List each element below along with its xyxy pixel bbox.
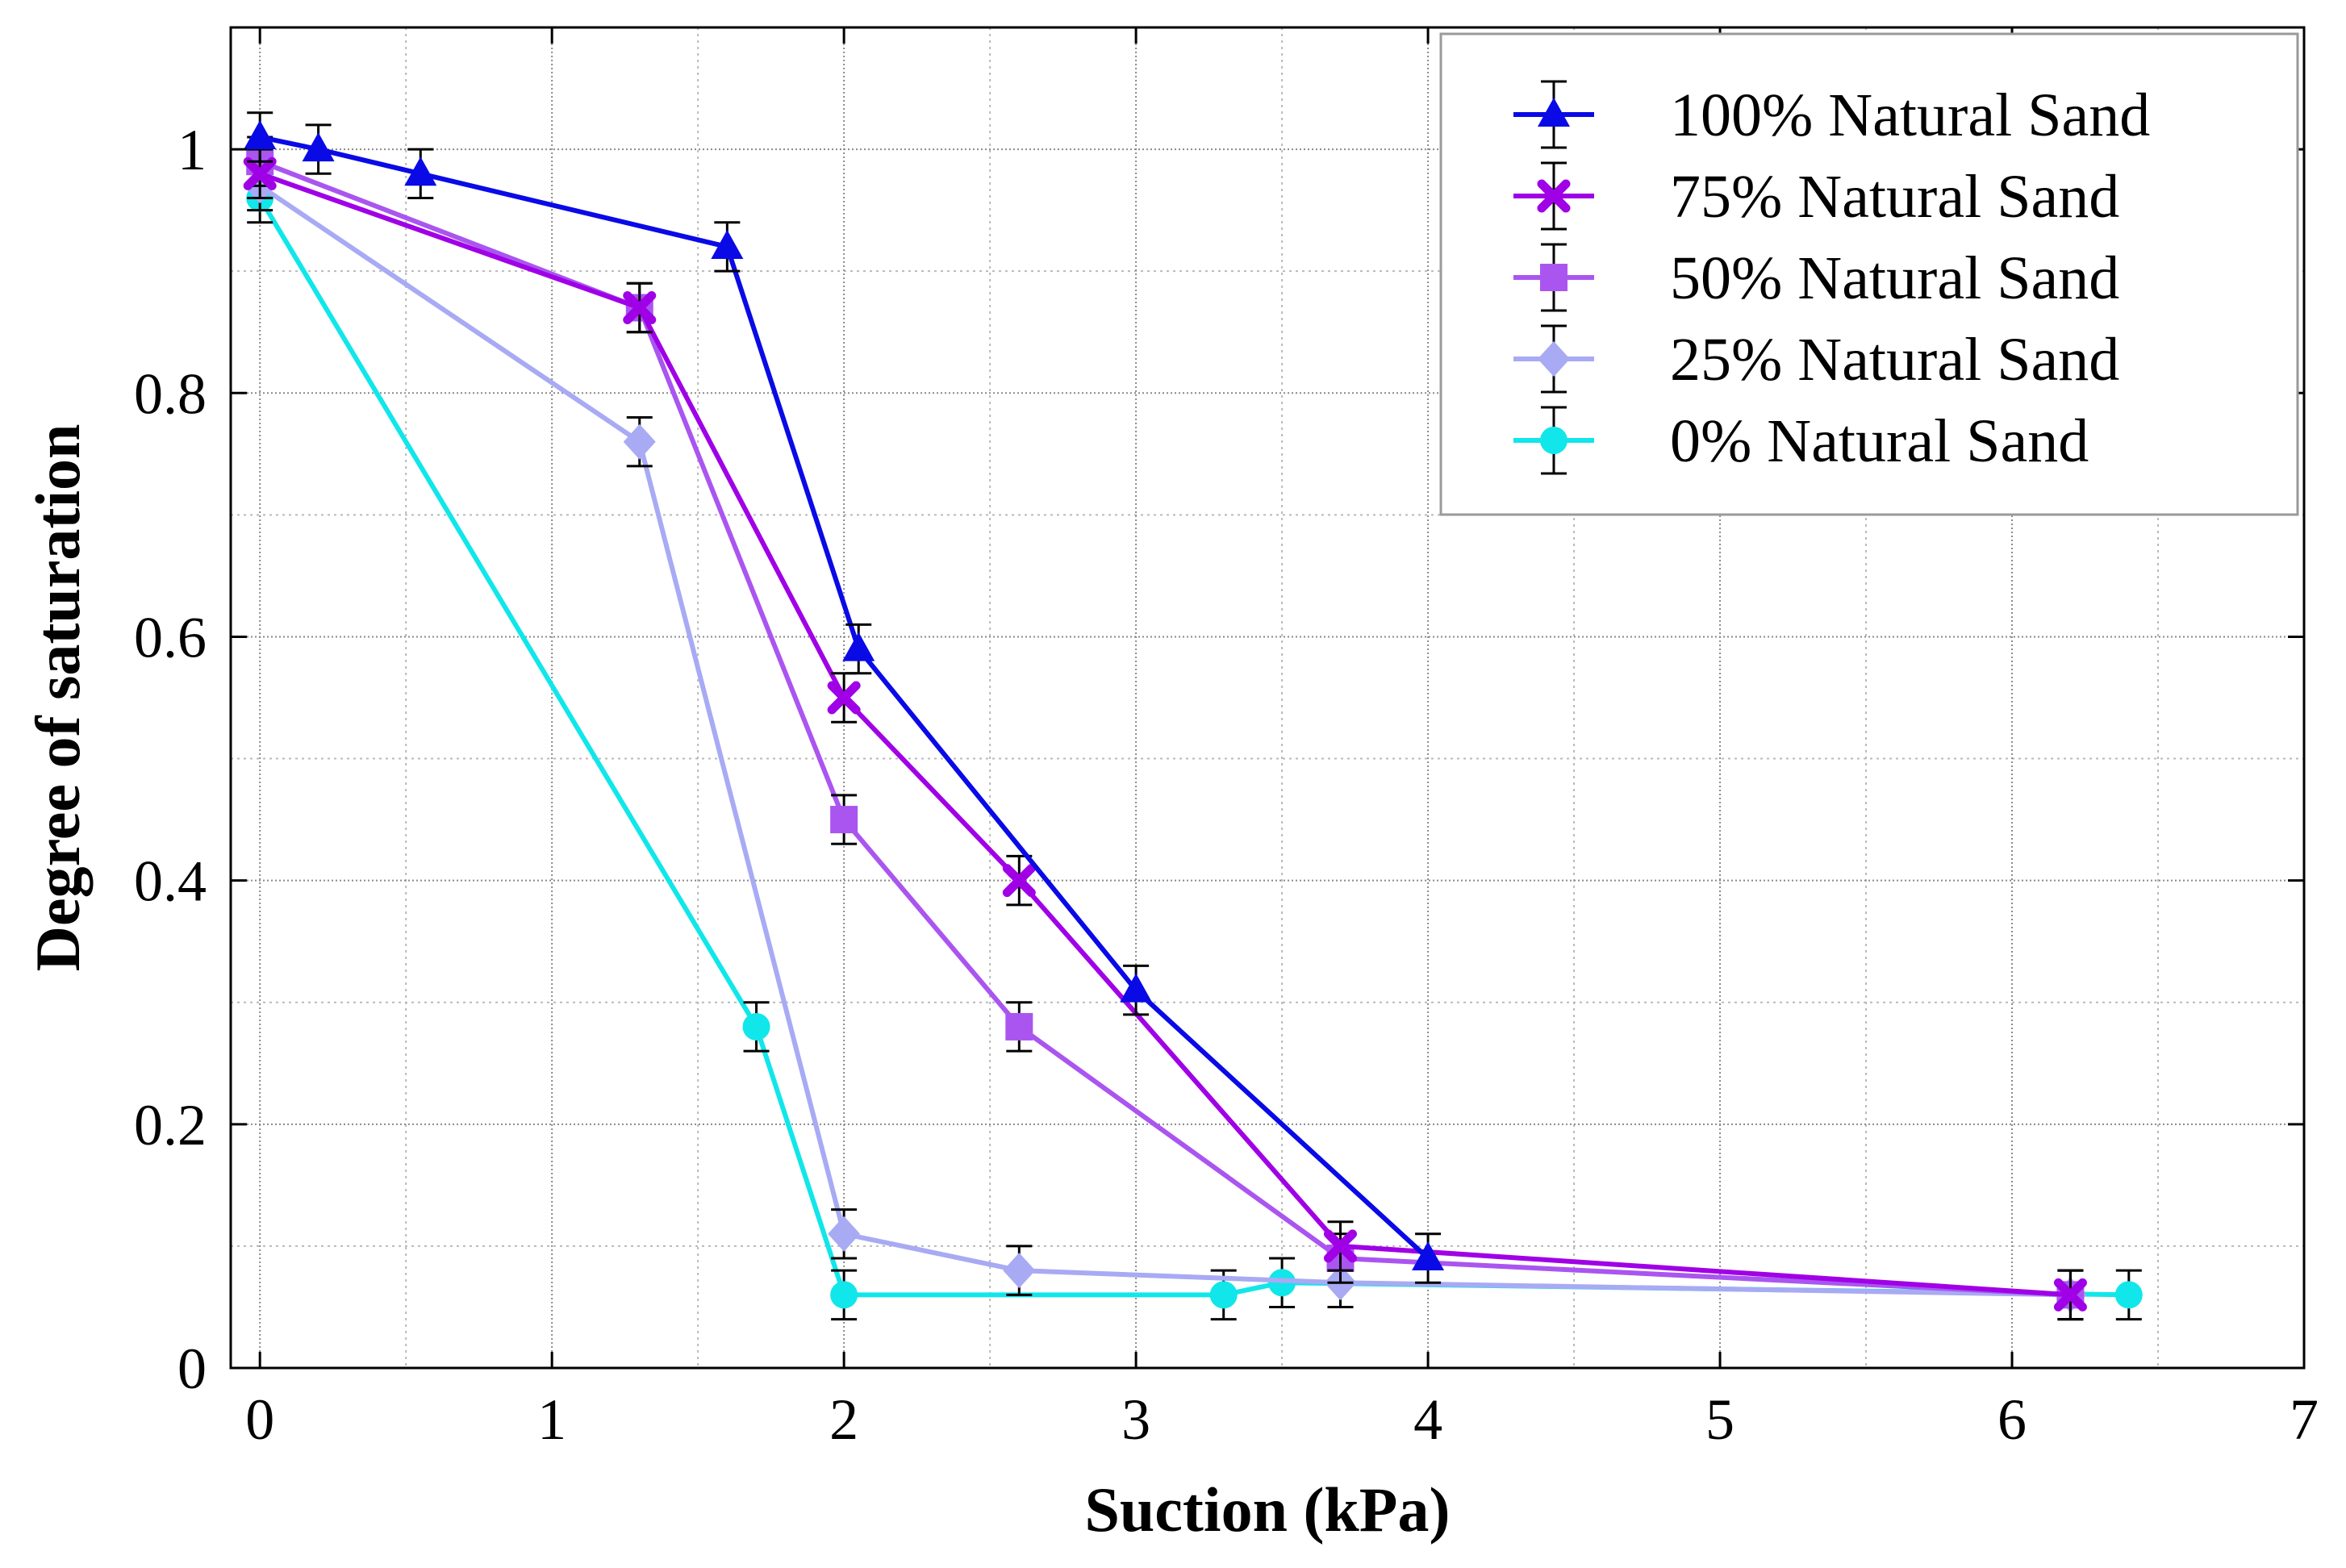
data-point	[2114, 1281, 2143, 1309]
data-point	[2053, 1278, 2087, 1312]
legend-marker	[1537, 179, 1571, 213]
plot-frame	[229, 26, 2306, 1370]
data-point	[1323, 1229, 1357, 1263]
y-tick-label: 1	[177, 118, 207, 182]
legend: 100% Natural Sand 75% Natural Sand 50% Nat…	[1439, 32, 2299, 516]
x-marker-stroke	[1323, 1229, 1357, 1263]
x-marker-stroke	[1537, 179, 1571, 213]
legend-label: 25% Natural Sand	[1670, 326, 2119, 394]
legend-label: 50% Natural Sand	[1670, 244, 2119, 312]
y-tick-label: 0.6	[134, 605, 207, 669]
x-tick-label: 0	[245, 1387, 274, 1452]
legend-marker	[1538, 98, 1570, 127]
data-point	[302, 132, 335, 162]
y-axis-title: Degree of saturation	[23, 424, 93, 972]
series-layer	[243, 111, 2143, 1321]
x-tick-label: 4	[1413, 1387, 1442, 1452]
data-point	[1002, 864, 1036, 898]
series-1	[243, 148, 2087, 1321]
x-marker-stroke	[243, 156, 277, 190]
x-marker-stroke	[623, 291, 657, 325]
data-point	[1209, 1281, 1238, 1309]
data-point	[1120, 973, 1153, 1003]
x-tick-label: 5	[1705, 1387, 1734, 1452]
data-point	[1003, 1253, 1036, 1289]
data-point	[711, 229, 744, 259]
x-tick-label: 7	[2290, 1387, 2319, 1452]
x-tick-label: 3	[1121, 1387, 1150, 1452]
x-axis-title: Suction (kPa)	[1085, 1474, 1451, 1545]
x-tick-label: 1	[537, 1387, 566, 1452]
legend-label: 0% Natural Sand	[1670, 407, 2089, 475]
data-point	[742, 1012, 770, 1040]
data-point	[1412, 1241, 1445, 1271]
legend-item: 100% Natural Sand	[1513, 80, 2150, 149]
tick-layer: 0 1 2 3 4 5 6 7 0 0.2 0.4 0.6 0.8 1	[134, 27, 2319, 1452]
legend-marker	[1540, 427, 1567, 454]
x-tick-label: 2	[829, 1387, 858, 1452]
legend-marker	[1538, 341, 1570, 377]
y-tick-label: 0.4	[134, 849, 207, 914]
data-point	[244, 119, 277, 149]
x-marker-stroke	[827, 681, 861, 715]
legend-item: 25% Natural Sand	[1513, 324, 2119, 394]
data-point	[830, 1281, 858, 1309]
legend-label: 75% Natural Sand	[1670, 163, 2119, 231]
data-point	[404, 156, 437, 186]
y-tick-label: 0.8	[134, 361, 207, 426]
legend-item: 0% Natural Sand	[1513, 406, 2089, 475]
series-0	[244, 111, 1445, 1284]
data-point	[243, 156, 277, 190]
x-marker-stroke	[1002, 864, 1036, 898]
series-line	[258, 183, 2071, 1298]
legend-item: 50% Natural Sand	[1513, 243, 2119, 312]
legend-label: 100% Natural Sand	[1670, 81, 2150, 149]
legend-item: 75% Natural Sand	[1513, 161, 2119, 231]
series-line	[259, 171, 2071, 1298]
y-tick-label: 0	[177, 1337, 207, 1401]
data-point	[828, 1216, 861, 1252]
y-tick-label: 0.2	[134, 1093, 207, 1157]
data-point	[827, 681, 861, 715]
legend-marker	[1540, 264, 1567, 291]
data-point	[623, 291, 657, 325]
data-point	[842, 632, 875, 661]
data-point	[623, 423, 656, 460]
legend-items: 100% Natural Sand 75% Natural Sand 50% Nat…	[1513, 80, 2150, 475]
data-point	[830, 806, 858, 834]
x-marker-stroke	[2053, 1278, 2087, 1312]
data-point	[1005, 1012, 1033, 1040]
x-tick-label: 6	[1997, 1387, 2027, 1452]
